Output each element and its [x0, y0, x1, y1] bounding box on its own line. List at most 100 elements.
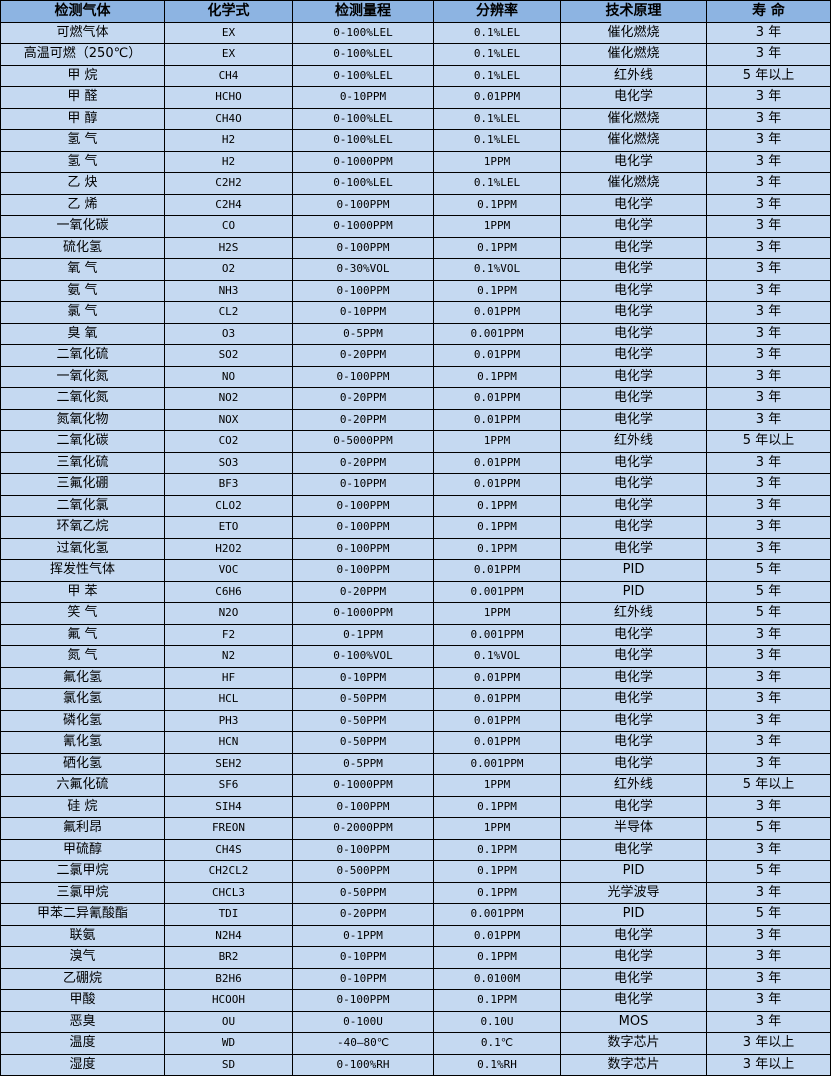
cell-technical-principle: 电化学 — [560, 258, 707, 281]
table-row: 臭 氧 O3 0-5PPM 0.001PPM 电化学 3 年 — [0, 322, 831, 345]
cell-resolution: 0.10U — [433, 1010, 561, 1033]
cell-gas-name: 氢 气 — [0, 129, 165, 152]
cell-lifespan: 3 年 — [706, 258, 831, 281]
cell-chemical-formula: CH4O — [164, 107, 293, 130]
cell-gas-name: 甲 醛 — [0, 86, 165, 109]
cell-gas-name: 温度 — [0, 1032, 165, 1055]
cell-gas-name: 可燃气体 — [0, 21, 165, 44]
cell-resolution: 0.01PPM — [433, 301, 561, 324]
cell-detection-range: 0-1000PPM — [292, 215, 434, 238]
table-header-row: 检测气体 化学式 检测量程 分辨率 技术原理寿 命 — [0, 0, 831, 23]
cell-lifespan: 5 年 — [706, 860, 831, 883]
cell-detection-range: 0-10PPM — [292, 473, 434, 496]
cell-lifespan: 3 年 — [706, 279, 831, 302]
table-row: 氧 气 O2 0-30%VOL 0.1%VOL 电化学 3 年 — [0, 258, 831, 281]
cell-gas-name: 氟 气 — [0, 623, 165, 646]
cell-chemical-formula: WD — [164, 1032, 293, 1055]
cell-lifespan: 3 年 — [706, 408, 831, 431]
cell-gas-name: 甲 苯 — [0, 580, 165, 603]
cell-technical-principle: 电化学 — [560, 301, 707, 324]
cell-detection-range: 0-100PPM — [292, 365, 434, 388]
cell-resolution: 0.1PPM — [433, 860, 561, 883]
cell-resolution: 0.1PPM — [433, 365, 561, 388]
cell-technical-principle: 电化学 — [560, 645, 707, 668]
cell-lifespan: 3 年 — [706, 172, 831, 195]
table-row: 温度 WD -40—80℃ 0.1℃ 数字芯片 3 年以上 — [0, 1032, 831, 1055]
cell-detection-range: 0-100%LEL — [292, 21, 434, 44]
cell-technical-principle: 电化学 — [560, 752, 707, 775]
cell-resolution: 0.1PPM — [433, 537, 561, 560]
cell-lifespan: 3 年 — [706, 989, 831, 1012]
cell-resolution: 1PPM — [433, 774, 561, 797]
cell-chemical-formula: EX — [164, 43, 293, 66]
cell-chemical-formula: HCHO — [164, 86, 293, 109]
cell-chemical-formula: HCOOH — [164, 989, 293, 1012]
cell-gas-name: 二氧化碳 — [0, 430, 165, 453]
cell-technical-principle: MOS — [560, 1010, 707, 1033]
cell-resolution: 0.1PPM — [433, 838, 561, 861]
cell-detection-range: 0-100PPM — [292, 494, 434, 517]
cell-gas-name: 氯化氢 — [0, 688, 165, 711]
cell-lifespan: 5 年 — [706, 817, 831, 840]
table-row: 湿度 SD 0-100%RH 0.1%RH 数字芯片 3 年以上 — [0, 1053, 831, 1076]
cell-chemical-formula: SD — [164, 1053, 293, 1076]
cell-gas-name: 一氧化氮 — [0, 365, 165, 388]
table-row: 磷化氢 PH3 0-50PPM 0.01PPM 电化学 3 年 — [0, 709, 831, 732]
cell-lifespan: 3 年 — [706, 387, 831, 410]
cell-technical-principle: 催化燃烧 — [560, 129, 707, 152]
cell-lifespan: 3 年 — [706, 86, 831, 109]
cell-chemical-formula: SO3 — [164, 451, 293, 474]
cell-technical-principle: 电化学 — [560, 387, 707, 410]
cell-chemical-formula: TDI — [164, 903, 293, 926]
table-row: 三氧化硫 SO3 0-20PPM 0.01PPM 电化学 3 年 — [0, 451, 831, 474]
cell-lifespan: 3 年 — [706, 494, 831, 517]
cell-resolution: 0.1℃ — [433, 1032, 561, 1055]
cell-technical-principle: 电化学 — [560, 516, 707, 539]
cell-resolution: 0.001PPM — [433, 752, 561, 775]
cell-resolution: 0.1%LEL — [433, 64, 561, 87]
cell-lifespan: 3 年 — [706, 43, 831, 66]
cell-gas-name: 硒化氢 — [0, 752, 165, 775]
cell-chemical-formula: C2H2 — [164, 172, 293, 195]
cell-resolution: 0.1PPM — [433, 989, 561, 1012]
cell-chemical-formula: B2H6 — [164, 967, 293, 990]
cell-lifespan: 3 年 — [706, 838, 831, 861]
cell-resolution: 0.01PPM — [433, 688, 561, 711]
table-row: 氨 气 NH3 0-100PPM 0.1PPM 电化学 3 年 — [0, 279, 831, 302]
cell-detection-range: 0-100%LEL — [292, 172, 434, 195]
cell-gas-name: 三氧化硫 — [0, 451, 165, 474]
cell-lifespan: 5 年 — [706, 903, 831, 926]
cell-resolution: 0.001PPM — [433, 580, 561, 603]
cell-gas-name: 二氧化氯 — [0, 494, 165, 517]
cell-chemical-formula: OU — [164, 1010, 293, 1033]
cell-technical-principle: 红外线 — [560, 64, 707, 87]
cell-detection-range: 0-2000PPM — [292, 817, 434, 840]
cell-lifespan: 3 年 — [706, 752, 831, 775]
cell-lifespan: 3 年 — [706, 107, 831, 130]
cell-technical-principle: PID — [560, 559, 707, 582]
table-row: 二氧化碳 CO2 0-5000PPM 1PPM 红外线 5 年以上 — [0, 430, 831, 453]
cell-detection-range: 0-1000PPM — [292, 774, 434, 797]
cell-technical-principle: 电化学 — [560, 989, 707, 1012]
cell-detection-range: 0-100PPM — [292, 838, 434, 861]
cell-lifespan: 3 年以上 — [706, 1032, 831, 1055]
cell-gas-name: 三氟化硼 — [0, 473, 165, 496]
cell-gas-name: 湿度 — [0, 1053, 165, 1076]
cell-chemical-formula: C2H4 — [164, 193, 293, 216]
cell-chemical-formula: CL2 — [164, 301, 293, 324]
cell-technical-principle: 电化学 — [560, 236, 707, 259]
table-row: 氯化氢 HCL 0-50PPM 0.01PPM 电化学 3 年 — [0, 688, 831, 711]
table-row: 可燃气体 EX 0-100%LEL 0.1%LEL 催化燃烧 3 年 — [0, 21, 831, 44]
cell-lifespan: 3 年 — [706, 709, 831, 732]
table-row: 三氟化硼 BF3 0-10PPM 0.01PPM 电化学 3 年 — [0, 473, 831, 496]
cell-lifespan: 3 年 — [706, 215, 831, 238]
cell-detection-range: 0-50PPM — [292, 688, 434, 711]
cell-technical-principle: 电化学 — [560, 666, 707, 689]
cell-resolution: 0.01PPM — [433, 408, 561, 431]
cell-gas-name: 乙硼烷 — [0, 967, 165, 990]
cell-detection-range: 0-100%LEL — [292, 129, 434, 152]
cell-technical-principle: 电化学 — [560, 924, 707, 947]
cell-resolution: 1PPM — [433, 430, 561, 453]
cell-technical-principle: 电化学 — [560, 946, 707, 969]
cell-lifespan: 3 年 — [706, 129, 831, 152]
